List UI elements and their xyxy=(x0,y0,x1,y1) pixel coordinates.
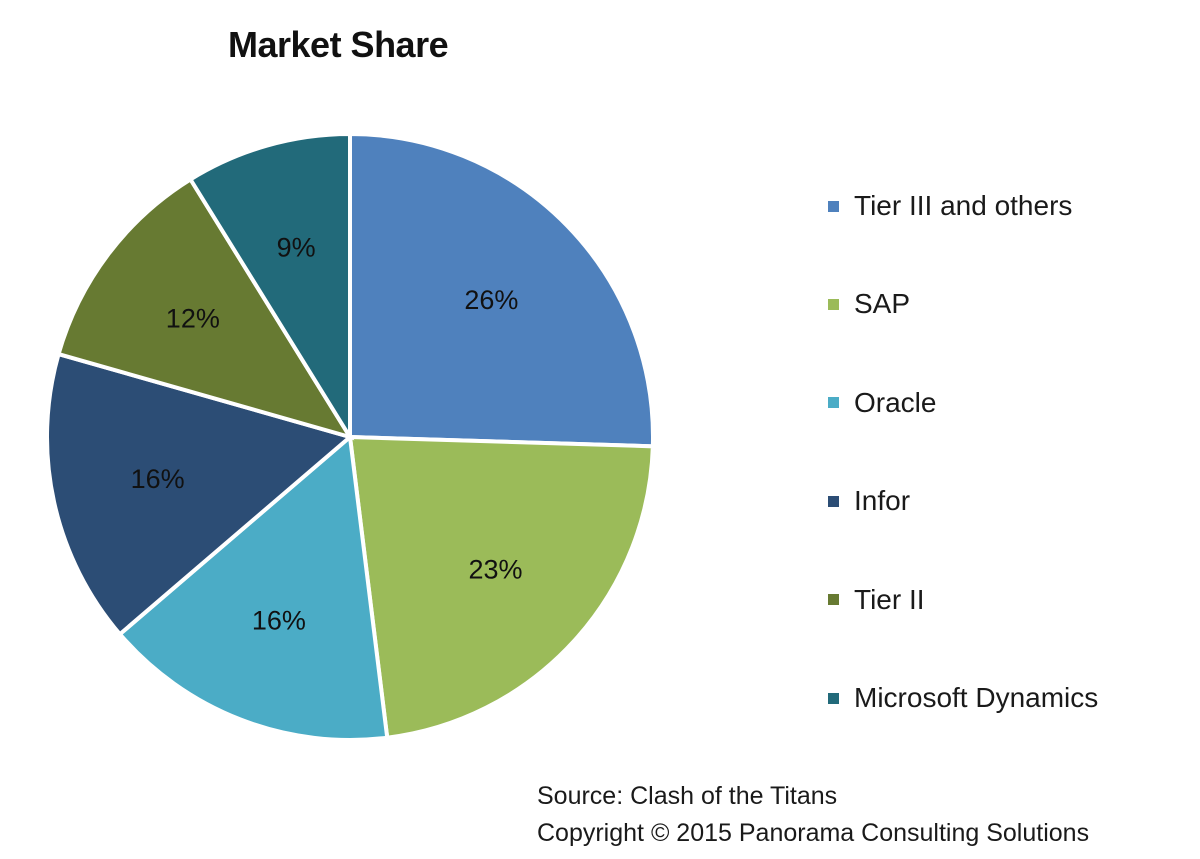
pie-slice-microsoft-dynamics xyxy=(187,131,352,445)
data-label-oracle: 16% xyxy=(252,606,306,636)
legend-label: Tier II xyxy=(854,583,925,615)
chart-title: Market Share xyxy=(228,24,449,65)
legend-item-oracle: Oracle xyxy=(828,383,1188,423)
pie-data-labels: 26% 23% 16% 16% 12% 9% xyxy=(131,233,523,636)
pie-slice-sap xyxy=(347,434,655,740)
legend-label: Microsoft Dynamics xyxy=(854,682,1099,713)
legend-swatch xyxy=(828,200,839,212)
legend-item-tier-iii-and-others: Tier III and others xyxy=(828,186,1188,226)
copyright-note: Copyright © 2015 Panorama Consulting Sol… xyxy=(537,819,1090,847)
pie-slice-infor xyxy=(45,351,355,637)
legend-item-tier-ii: Tier II xyxy=(828,580,1188,620)
data-label-tier-ii: 12% xyxy=(166,303,220,333)
data-label-infor: 16% xyxy=(131,464,185,494)
data-label-sap: 23% xyxy=(469,555,523,585)
legend-swatch xyxy=(828,298,839,310)
legend-swatch xyxy=(828,397,839,409)
legend-swatch xyxy=(828,495,839,507)
legend-item-sap: SAP xyxy=(828,284,1188,324)
legend-swatch xyxy=(828,692,839,704)
source-note: Source: Clash of the Titans xyxy=(537,782,838,810)
legend-swatch xyxy=(828,594,839,606)
legend-item-infor: Infor xyxy=(828,481,1188,521)
footer: Source: Clash of the Titans Copyright © … xyxy=(537,778,1089,852)
legend-label: Oracle xyxy=(854,386,937,418)
legend-label: SAP xyxy=(854,288,911,320)
legend-item-microsoft-dynamics: Microsoft Dynamics xyxy=(828,678,1188,718)
data-label-microsoft-dynamics: 9% xyxy=(277,233,316,263)
pie-slice-tier-iii-and-others xyxy=(348,131,655,449)
data-label-tier-iii-and-others: 26% xyxy=(464,285,518,315)
legend-label: Tier III and others xyxy=(854,190,1073,221)
legend-label: Infor xyxy=(854,485,911,517)
pie-slice-tier-ii xyxy=(56,176,355,441)
pie-slices xyxy=(45,131,655,742)
pie-slice-oracle xyxy=(117,433,390,742)
